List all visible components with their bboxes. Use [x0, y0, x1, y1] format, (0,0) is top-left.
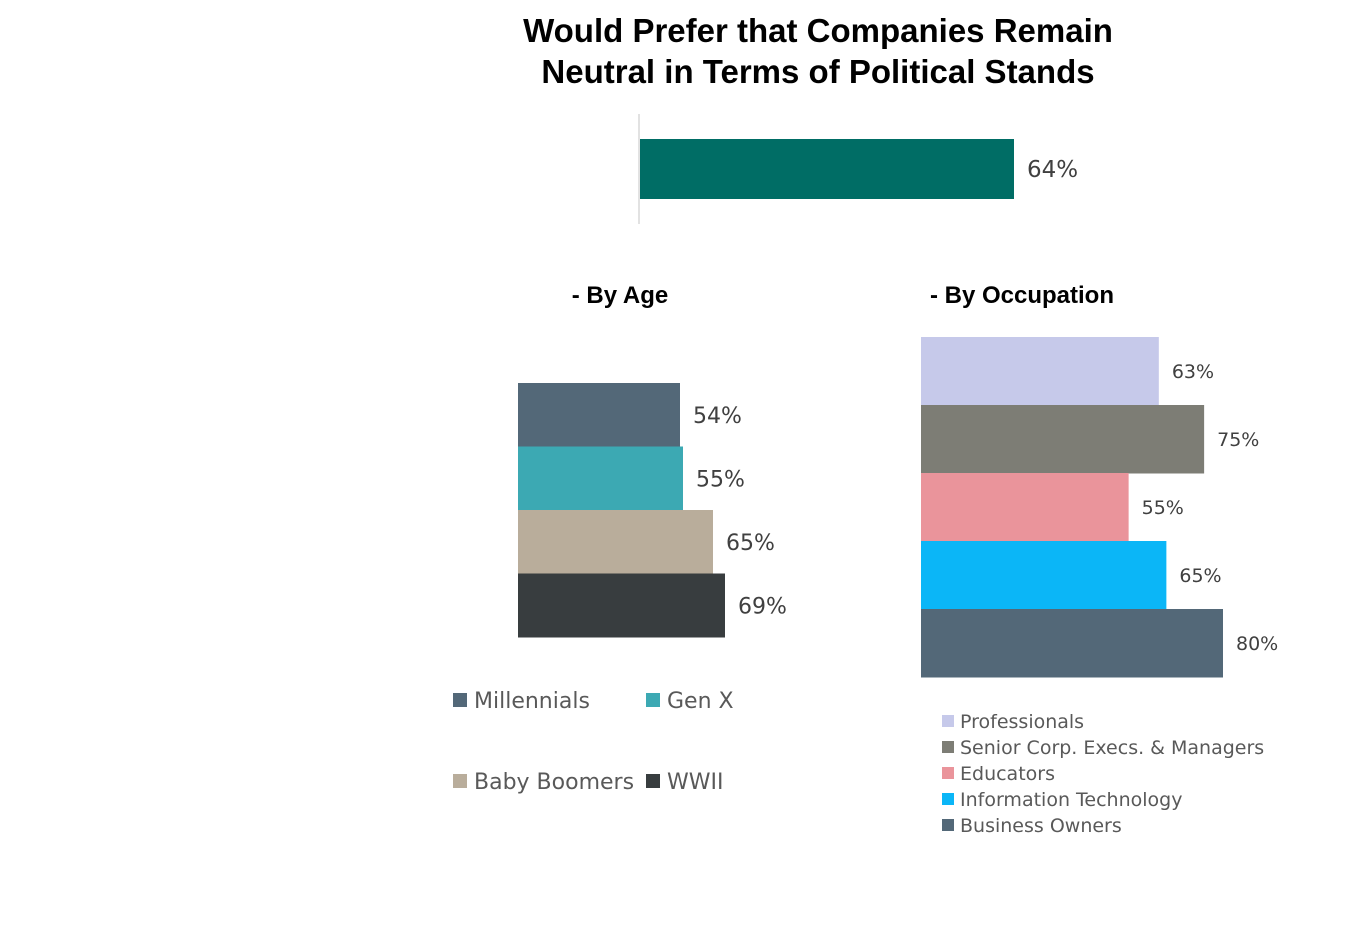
occupation-bar-professionals [921, 337, 1159, 406]
occupation-bar-senior-corp-execs-managers [921, 405, 1205, 474]
occupation-legend: Professionals Senior Corp. Execs. & Manag… [942, 711, 1264, 837]
occupation-value-label-professionals: 63% [1172, 361, 1214, 383]
chart-title-line-1: Would Prefer that Companies Remain [523, 12, 1113, 49]
age-legend-label-millennials: Millennials [474, 689, 590, 714]
age-legend: Millennials Gen X Baby Boomers WWII [453, 689, 734, 795]
occupation-panel-title: - By Occupation [930, 282, 1114, 309]
occupation-legend-label-business-owners: Business Owners [960, 815, 1122, 837]
occupation-legend-label-information-technology: Information Technology [960, 789, 1182, 811]
age-value-label-gen-x: 55% [696, 467, 745, 492]
age-legend-label-gen-x: Gen X [667, 689, 734, 714]
age-bar-millennials [518, 383, 680, 447]
age-legend-label-wwii: WWII [667, 770, 723, 795]
occupation-legend-swatch-business-owners [942, 819, 954, 831]
occupation-legend-label-senior-corp-execs-managers: Senior Corp. Execs. & Managers [960, 737, 1264, 759]
occupation-bars-group: 63% 75% 55% 65% 80% [921, 337, 1278, 678]
age-value-label-baby-boomers: 65% [726, 531, 775, 556]
occupation-legend-label-professionals: Professionals [960, 711, 1084, 733]
age-value-label-millennials: 54% [693, 404, 742, 429]
overall-bar [640, 139, 1014, 199]
overall-bar-group: 64% [640, 139, 1078, 199]
occupation-legend-swatch-information-technology [942, 793, 954, 805]
age-bars-group: 54% 55% 65% 69% [518, 383, 787, 638]
age-legend-swatch-millennials [453, 693, 467, 707]
occupation-bar-information-technology [921, 541, 1167, 610]
age-legend-label-baby-boomers: Baby Boomers [474, 770, 634, 795]
age-legend-swatch-gen-x [646, 693, 660, 707]
age-bar-gen-x [518, 446, 683, 511]
age-bar-wwii [518, 573, 725, 638]
age-panel-title: - By Age [572, 282, 668, 309]
occupation-legend-swatch-professionals [942, 715, 954, 727]
age-value-label-wwii: 69% [738, 594, 787, 619]
overall-value-label: 64% [1027, 157, 1078, 183]
occupation-bar-educators [921, 473, 1129, 542]
occupation-bar-business-owners [921, 609, 1223, 678]
occupation-value-label-senior-corp-execs-managers: 75% [1217, 429, 1259, 451]
age-bar-baby-boomers [518, 510, 713, 574]
occupation-legend-swatch-educators [942, 767, 954, 779]
age-legend-swatch-wwii [646, 774, 660, 788]
occupation-legend-label-educators: Educators [960, 763, 1055, 785]
occupation-value-label-business-owners: 80% [1236, 633, 1278, 655]
chart-title-line-2: Neutral in Terms of Political Stands [541, 53, 1094, 90]
age-legend-swatch-baby-boomers [453, 774, 467, 788]
occupation-legend-swatch-senior-corp-execs-managers [942, 741, 954, 753]
occupation-value-label-information-technology: 65% [1179, 565, 1221, 587]
occupation-value-label-educators: 55% [1142, 497, 1184, 519]
